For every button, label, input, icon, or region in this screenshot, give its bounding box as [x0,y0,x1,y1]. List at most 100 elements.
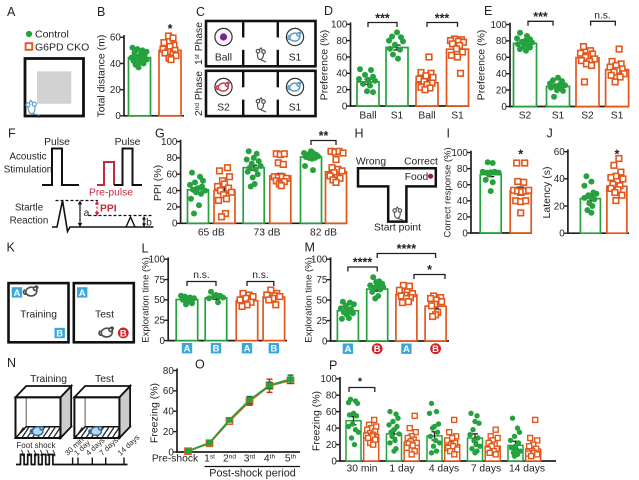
svg-text:2nd: 2nd [223,454,236,465]
svg-text:0: 0 [322,336,328,347]
svg-text:B: B [213,344,220,355]
svg-text:40: 40 [336,69,347,80]
svg-text:0: 0 [115,111,121,122]
svg-text:S1: S1 [289,103,302,114]
svg-text:B: B [374,344,381,355]
svg-text:*: * [518,148,523,162]
svg-text:B: B [97,5,105,19]
svg-text:20: 20 [326,440,337,451]
svg-text:Exploration time (%): Exploration time (%) [141,257,152,343]
svg-text:0: 0 [462,228,468,239]
svg-text:***: *** [435,12,450,26]
svg-text:A: A [7,5,16,19]
svg-text:Freezing (%): Freezing (%) [311,391,323,451]
svg-text:****: **** [353,255,373,269]
svg-text:100: 100 [331,20,348,31]
svg-text:N: N [7,356,16,370]
svg-text:60: 60 [336,52,347,63]
svg-text:Test: Test [95,374,114,385]
svg-text:Correct response (%): Correct response (%) [443,147,454,237]
svg-text:Preference (%): Preference (%) [476,30,488,101]
svg-text:14 days: 14 days [509,464,545,475]
svg-text:40: 40 [110,59,121,70]
svg-text:D: D [324,4,333,18]
svg-text:S2: S2 [519,111,532,122]
svg-text:M: M [305,241,315,255]
svg-text:50: 50 [154,295,165,306]
svg-text:S1: S1 [552,111,565,122]
svg-text:Control: Control [35,29,69,41]
svg-text:30 min: 30 min [347,464,378,475]
svg-text:***: *** [375,12,390,26]
svg-text:4 days: 4 days [429,464,459,475]
svg-text:40: 40 [457,196,468,207]
svg-text:20: 20 [163,427,174,438]
svg-text:S2: S2 [581,111,594,122]
svg-text:1st Phase: 1st Phase [194,22,205,65]
svg-text:G6PD CKO: G6PD CKO [35,41,89,53]
svg-text:0: 0 [342,101,348,112]
svg-text:K: K [7,241,16,255]
svg-text:Post-shock period: Post-shock period [209,468,295,480]
svg-text:1st: 1st [204,454,215,465]
svg-text:*: * [358,376,363,388]
svg-text:80: 80 [336,36,347,47]
svg-text:Correct: Correct [404,157,438,168]
svg-text:Pulse: Pulse [44,137,70,148]
svg-text:P: P [329,359,337,373]
svg-text:Wrong: Wrong [356,157,386,168]
svg-text:40: 40 [496,69,507,80]
svg-text:Pre-pulse: Pre-pulse [89,188,133,199]
svg-text:0: 0 [331,456,337,467]
svg-text:A: A [403,344,410,355]
svg-text:40: 40 [554,174,565,185]
svg-text:75: 75 [154,275,165,286]
svg-text:B: B [270,344,277,355]
svg-text:0: 0 [160,336,166,347]
svg-text:B: B [432,344,439,355]
svg-text:A: A [184,344,191,355]
svg-text:B: B [120,328,127,339]
svg-text:Training: Training [30,374,67,385]
svg-text:80: 80 [326,391,337,402]
svg-text:100: 100 [451,148,468,159]
svg-text:4th: 4th [264,454,276,465]
svg-text:Training: Training [20,309,57,320]
svg-text:PPI (%): PPI (%) [152,165,164,201]
svg-text:Stimulation: Stimulation [4,165,52,176]
svg-text:A: A [244,344,251,355]
svg-text:Preference (%): Preference (%) [319,30,331,101]
svg-text:60: 60 [163,386,174,397]
svg-text:a: a [84,208,90,219]
svg-text:25: 25 [316,316,327,327]
svg-text:20: 20 [457,212,468,223]
svg-text:20: 20 [110,85,121,96]
svg-text:Acoustic: Acoustic [9,152,46,163]
svg-text:100: 100 [149,255,166,266]
svg-text:Foot shock: Foot shock [16,441,56,450]
svg-text:100: 100 [311,255,328,266]
svg-text:20: 20 [554,201,565,212]
svg-text:0: 0 [559,229,565,240]
svg-text:75: 75 [316,275,327,286]
svg-text:Exploration time (%): Exploration time (%) [304,257,315,343]
svg-text:G: G [155,127,165,141]
svg-text:82 dB: 82 dB [310,228,337,239]
svg-text:3rd: 3rd [244,454,256,465]
svg-text:1 day: 1 day [389,464,415,475]
svg-text:n.s.: n.s. [252,270,269,281]
svg-text:n.s.: n.s. [594,11,611,22]
svg-text:100: 100 [490,20,507,31]
svg-text:**: ** [319,129,329,143]
svg-text:40: 40 [163,407,174,418]
svg-text:Total distance (m): Total distance (m) [96,35,108,118]
svg-text:25: 25 [154,316,165,327]
svg-text:2nd Phase: 2nd Phase [194,71,205,116]
svg-text:60: 60 [554,147,565,158]
svg-text:Reaction: Reaction [10,216,49,227]
svg-text:C: C [196,5,205,19]
svg-text:J: J [547,127,553,141]
svg-text:S1: S1 [391,111,404,122]
svg-text:*: * [168,22,173,36]
svg-text:Test: Test [95,309,114,320]
